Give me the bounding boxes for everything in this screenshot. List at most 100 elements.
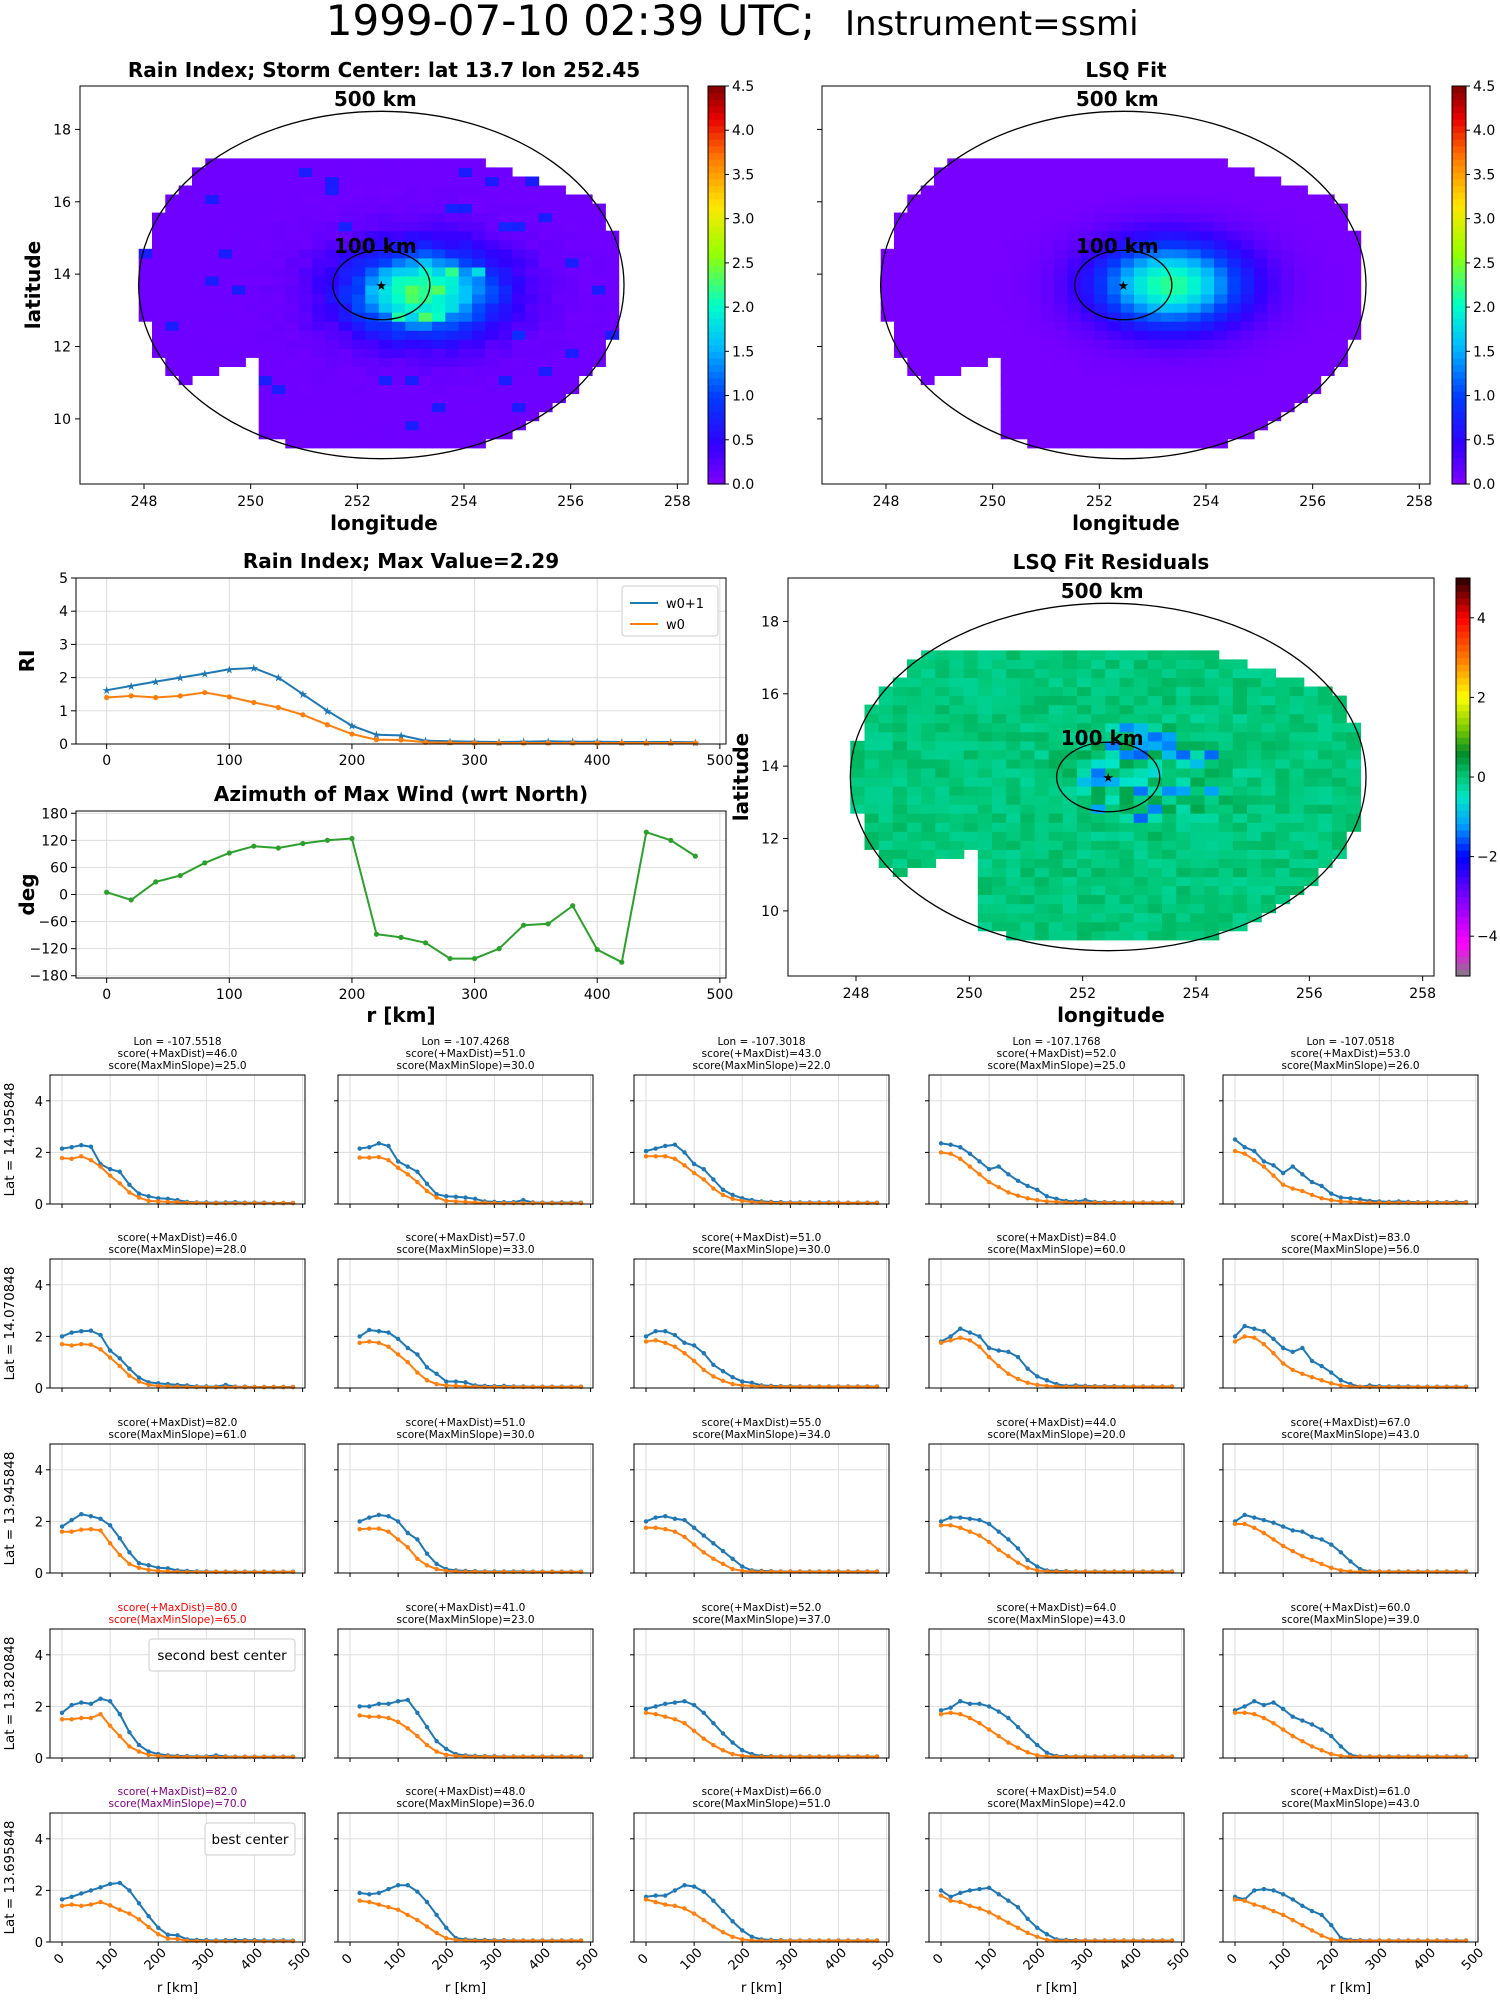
lat-label: Lat = 14.070848 <box>2 1267 18 1381</box>
plot-frame <box>928 1812 1185 1943</box>
data-point <box>177 872 183 879</box>
data-point <box>711 1374 716 1379</box>
series-line <box>1235 1523 1466 1573</box>
data-point <box>653 1515 658 1520</box>
data-point <box>663 1701 668 1707</box>
y-tick-label: 0 <box>35 1752 43 1767</box>
data-point <box>59 1529 65 1534</box>
series-line <box>645 1700 877 1758</box>
data-point <box>156 1196 161 1201</box>
data-point <box>1015 1745 1021 1750</box>
data-point <box>127 1182 132 1187</box>
data-point <box>1338 1550 1344 1555</box>
data-point <box>104 889 110 895</box>
data-point <box>521 740 527 746</box>
data-point <box>1006 1898 1011 1903</box>
data-point <box>948 1705 953 1710</box>
series-line <box>359 1513 581 1573</box>
data-point <box>376 1902 382 1907</box>
data-point <box>88 1144 94 1149</box>
data-point <box>653 1154 658 1159</box>
data-point <box>395 1165 401 1171</box>
data-point <box>434 1191 439 1197</box>
data-point <box>1348 1199 1353 1205</box>
data-point <box>1035 1568 1040 1573</box>
data-point <box>136 1901 142 1906</box>
data-point <box>357 1519 362 1524</box>
data-point <box>511 1384 516 1390</box>
data-point <box>521 1201 526 1206</box>
data-point <box>1300 1718 1305 1723</box>
data-point <box>1329 1191 1334 1196</box>
map-x-tick-label: 256 <box>1299 494 1326 510</box>
data-point <box>1415 1384 1421 1390</box>
data-point <box>986 1727 992 1732</box>
data-point <box>386 1330 391 1335</box>
data-point <box>1025 1750 1030 1755</box>
data-point <box>967 1888 973 1893</box>
data-point <box>117 1181 122 1186</box>
ring-label-100km: 100 km <box>1061 726 1144 750</box>
data-point <box>1015 1193 1021 1198</box>
ring-label-500km: 500 km <box>334 87 417 111</box>
data-point <box>386 1514 391 1519</box>
map-frame <box>821 85 1431 485</box>
data-point <box>415 1556 420 1562</box>
data-point <box>59 1334 65 1339</box>
score-maxdist: score(+MaxDist)=51.0 <box>406 1417 526 1429</box>
data-point <box>578 1569 584 1575</box>
data-point <box>386 1157 391 1163</box>
data-point <box>1300 1923 1305 1928</box>
data-point <box>691 1542 697 1547</box>
data-point <box>691 1343 697 1348</box>
x-tick-label: 500 <box>1165 1945 1193 1973</box>
data-point <box>1044 1932 1050 1937</box>
data-point <box>1252 1888 1257 1893</box>
y-tick-label: 4 <box>35 1279 43 1294</box>
data-point <box>463 1195 468 1200</box>
data-point <box>434 1561 439 1567</box>
data-point <box>233 1201 238 1206</box>
plot-frame <box>337 1258 594 1389</box>
data-point <box>1242 1898 1247 1903</box>
data-point <box>136 1749 142 1754</box>
data-point <box>730 1740 735 1745</box>
data-point <box>643 1525 649 1531</box>
center-legend-label: best center <box>212 1832 289 1848</box>
data-point <box>986 1910 992 1915</box>
data-point <box>194 1200 199 1206</box>
map-field <box>138 158 620 449</box>
series-line <box>359 1899 581 1942</box>
data-point <box>69 1145 74 1150</box>
data-point <box>1300 1371 1305 1377</box>
profile-cell: Lon = -107.4268score(+MaxDist)=51.0score… <box>334 1036 594 1208</box>
x-tick-label: 400 <box>1411 1945 1439 1973</box>
data-point <box>865 1200 870 1206</box>
data-point <box>643 1710 649 1716</box>
data-point <box>136 1379 142 1384</box>
score-maxminslope: score(MaxMinSlope)=65.0 <box>108 1614 246 1626</box>
data-point <box>79 1527 84 1532</box>
data-point <box>672 1888 678 1893</box>
data-point <box>643 1148 649 1154</box>
data-point <box>79 1715 84 1721</box>
series-line <box>940 1151 1172 1204</box>
y-axis-label: RI <box>15 650 39 673</box>
x-axis-label: r [km] <box>1036 1980 1077 1996</box>
colorbar: −4 −2 0 2 4 <box>1455 577 1498 977</box>
data-point <box>386 1701 391 1707</box>
data-point <box>213 1201 219 1206</box>
data-point <box>424 1899 430 1905</box>
data-point <box>682 1340 687 1346</box>
series-line <box>1234 1150 1466 1204</box>
data-point <box>444 1383 449 1388</box>
data-point <box>1232 1137 1238 1142</box>
score-maxminslope: score(MaxMinSlope)=25.0 <box>987 1060 1125 1072</box>
data-point <box>672 1516 678 1522</box>
data-point <box>226 850 232 856</box>
data-point <box>549 1569 555 1575</box>
data-point <box>177 693 183 699</box>
data-point <box>453 1937 459 1943</box>
data-point <box>300 712 306 718</box>
data-point <box>395 1336 401 1342</box>
